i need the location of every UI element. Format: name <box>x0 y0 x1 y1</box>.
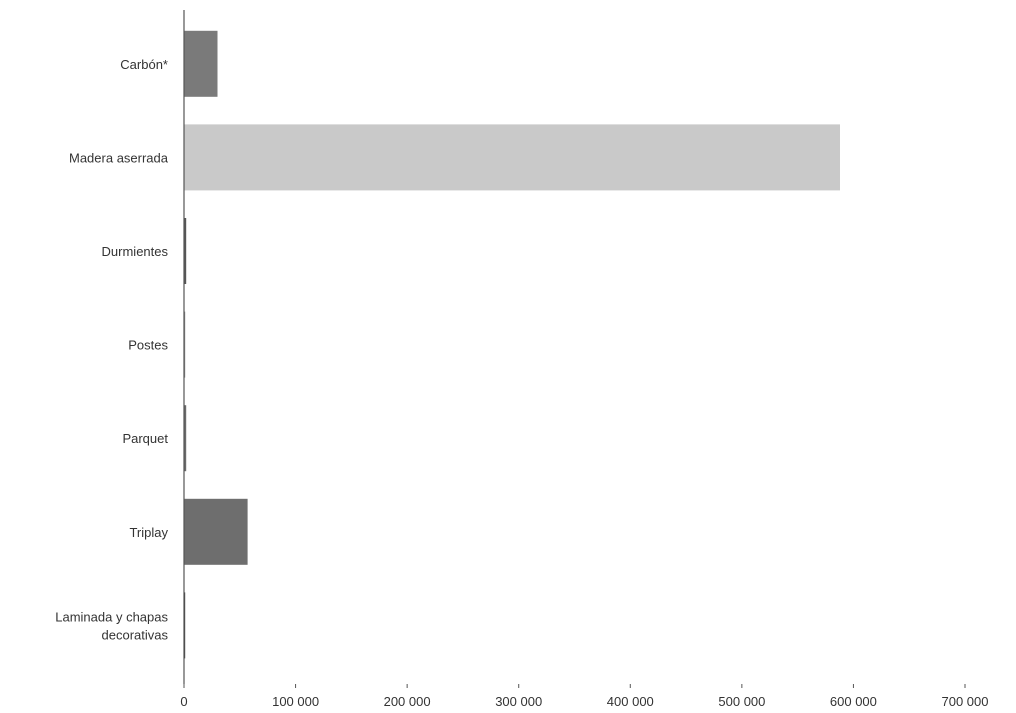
x-tick-label: 700 000 <box>942 694 989 709</box>
x-tick-label: 400 000 <box>607 694 654 709</box>
category-label: Triplay <box>129 525 168 540</box>
bar <box>184 124 840 191</box>
category-label: Carbón* <box>120 57 168 72</box>
x-tick-label: 300 000 <box>495 694 542 709</box>
x-axis: 0 100 000 200 000 300 000 400 000 500 000 600 … <box>180 684 989 709</box>
bar <box>184 30 218 97</box>
category-label: Laminada y chapas decorativas <box>55 609 168 642</box>
bar <box>184 498 248 565</box>
bars-group <box>184 30 840 659</box>
bar <box>184 311 186 378</box>
x-tick-label: 200 000 <box>384 694 431 709</box>
x-tick-label: 600 000 <box>830 694 877 709</box>
category-label: Durmientes <box>102 244 169 259</box>
bar <box>184 592 186 659</box>
bar <box>184 405 187 472</box>
x-tick-label: 100 000 <box>272 694 319 709</box>
category-label: Postes <box>128 338 168 353</box>
x-tick-label: 0 <box>180 694 187 709</box>
category-label: Madera aserrada <box>69 150 169 165</box>
category-label: Parquet <box>122 431 168 446</box>
x-tick-label: 500 000 <box>718 694 765 709</box>
category-labels: Carbón* Madera aserrada Durmientes Postes Pa… <box>55 57 169 643</box>
bar <box>184 218 187 284</box>
